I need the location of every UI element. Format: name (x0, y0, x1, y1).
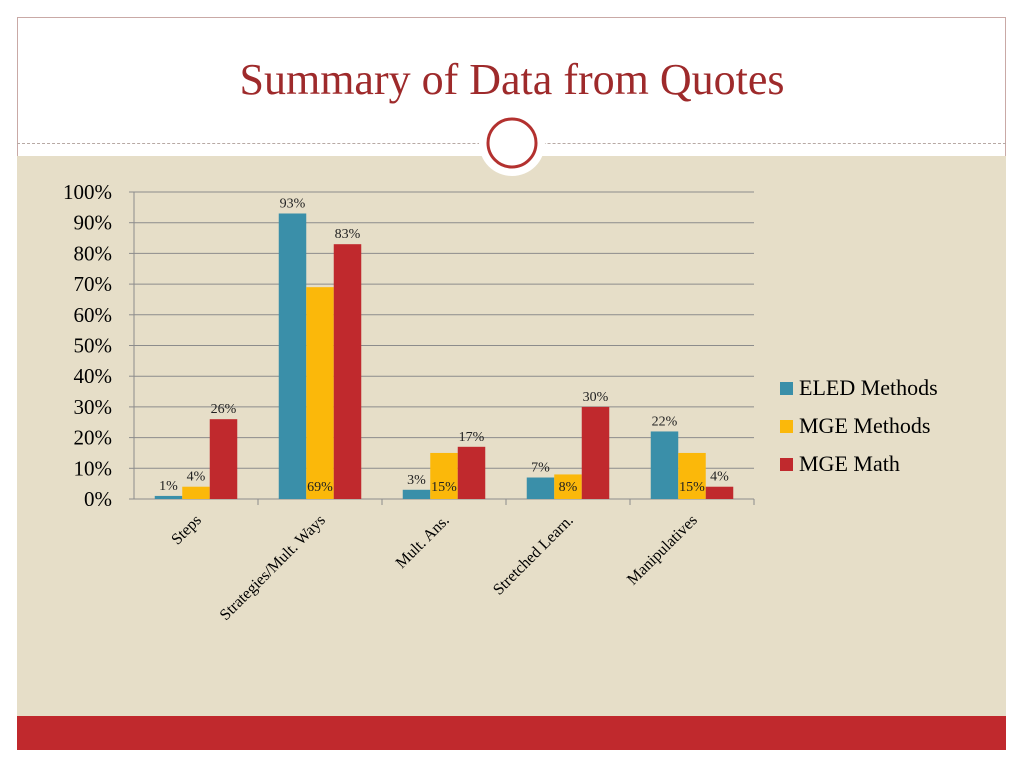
legend-swatch (780, 420, 793, 433)
bar (182, 486, 210, 499)
x-category-label: Mult. Ans. (393, 512, 453, 572)
bar (430, 452, 458, 499)
y-tick-label: 80% (74, 241, 113, 265)
data-label: 15% (431, 480, 457, 495)
content-area (17, 156, 1006, 716)
data-label: 26% (211, 402, 237, 417)
data-label: 15% (679, 480, 705, 495)
bar (333, 244, 362, 499)
bar (554, 474, 582, 499)
data-label: 93% (280, 196, 306, 211)
x-category-label: Strategies/Mult. Ways (217, 512, 329, 624)
x-category-label: Stretched Learn. (490, 512, 577, 599)
legend-label: MGE Math (799, 451, 900, 476)
y-tick-label: 40% (74, 364, 113, 388)
data-label: 4% (187, 470, 206, 485)
footer-bar (17, 716, 1006, 750)
bar (154, 495, 183, 499)
x-category-labels: Steps Strategies/Mult. Ways Mult. Ans. Stre… (168, 512, 701, 624)
bar (705, 486, 734, 499)
legend-swatch (780, 382, 793, 395)
y-tick-label: 0% (84, 487, 112, 511)
data-label: 1% (159, 479, 178, 494)
title-ornament (479, 110, 545, 176)
data-labels: 1% 4% 26% 93% 69% 83% 3% 15% 17% 7% 8% 30% 22% 15% 4% (159, 196, 729, 495)
data-label: 30% (583, 390, 609, 405)
y-tick-label: 60% (74, 303, 113, 327)
y-tick-label: 90% (74, 211, 113, 235)
y-tick-label: 100% (63, 180, 112, 204)
bar (306, 287, 334, 499)
bar (581, 406, 610, 499)
legend-label: ELED Methods (799, 375, 938, 400)
bar (526, 477, 555, 499)
x-category-label: Steps (168, 512, 205, 549)
y-tick-label: 50% (74, 334, 113, 358)
y-tick-label: 70% (74, 272, 113, 296)
x-category-label: Manipulatives (624, 512, 701, 589)
legend-label: MGE Methods (799, 413, 930, 438)
data-label: 22% (652, 414, 678, 429)
bar (209, 419, 238, 499)
ornament-ring (486, 117, 538, 169)
data-label: 69% (307, 480, 333, 495)
legend: ELED Methods MGE Methods MGE Math (780, 375, 938, 476)
y-tick-labels: 0% 10% 20% 30% 40% 50% 60% 70% 80% 90% 100% (63, 180, 112, 511)
slide-title: Summary of Data from Quotes (239, 55, 785, 104)
data-label: 8% (559, 480, 578, 495)
data-label: 17% (459, 430, 485, 445)
gridlines (134, 191, 754, 469)
y-tick-label: 20% (74, 426, 113, 450)
bar (457, 446, 486, 499)
bar (678, 452, 706, 499)
data-label: 83% (335, 227, 361, 242)
bars (154, 213, 734, 500)
y-tick-label: 10% (74, 456, 113, 480)
data-label: 4% (710, 470, 729, 485)
bar (402, 489, 431, 499)
data-label: 7% (531, 461, 550, 476)
data-label: 3% (407, 473, 426, 488)
y-tick-label: 30% (74, 395, 113, 419)
legend-swatch (780, 458, 793, 471)
bar (650, 431, 679, 499)
bar (278, 213, 307, 500)
